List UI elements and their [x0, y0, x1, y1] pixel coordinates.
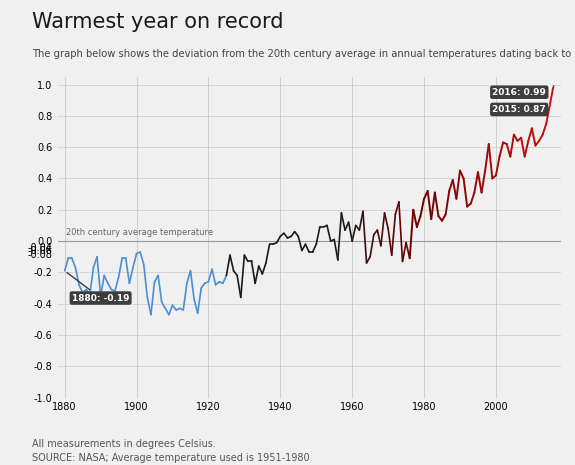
Text: 1880: -0.19: 1880: -0.19 — [67, 272, 129, 303]
Text: 2016: 0.99: 2016: 0.99 — [492, 85, 552, 97]
Text: 20th century average temperature: 20th century average temperature — [67, 228, 213, 237]
Text: The graph below shows the deviation from the 20th century average in annual temp: The graph below shows the deviation from… — [32, 49, 575, 59]
Text: SOURCE: NASA; Average temperature used is 1951-1980: SOURCE: NASA; Average temperature used i… — [32, 453, 309, 464]
Text: Warmest year on record: Warmest year on record — [32, 12, 283, 32]
Text: All measurements in degrees Celsius.: All measurements in degrees Celsius. — [32, 439, 216, 450]
Text: 2015: 0.87: 2015: 0.87 — [492, 104, 549, 114]
